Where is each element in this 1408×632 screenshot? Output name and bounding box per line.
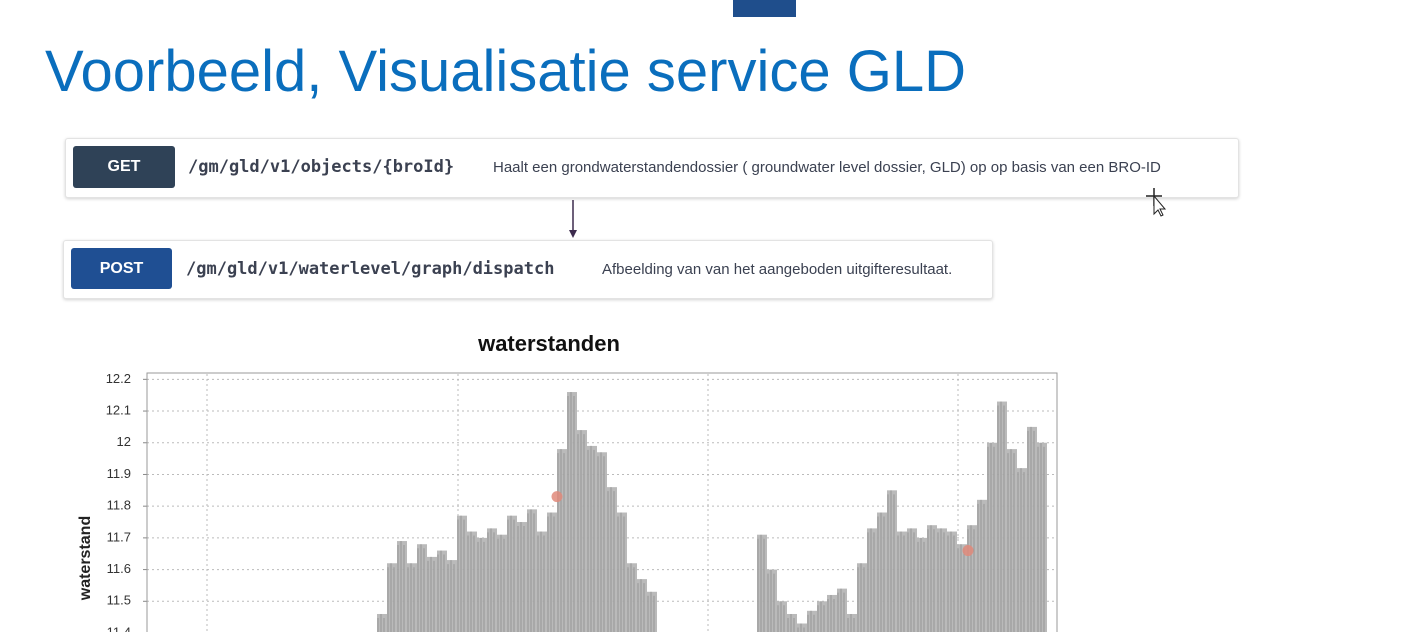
slide-title: Voorbeeld, Visualisatie service GLD xyxy=(45,39,966,104)
chart-title: waterstanden xyxy=(477,331,620,356)
bar xyxy=(647,591,657,632)
bar xyxy=(447,560,457,632)
y-tick-label: 11.6 xyxy=(107,561,131,576)
bar xyxy=(877,512,887,632)
endpoint-post[interactable] xyxy=(63,240,993,299)
bar xyxy=(457,515,467,632)
bar xyxy=(547,512,557,632)
header-tab xyxy=(733,0,796,17)
y-tick-label: 12 xyxy=(117,434,131,449)
bar xyxy=(477,537,487,632)
bar xyxy=(807,610,817,632)
bar xyxy=(817,601,827,632)
bar xyxy=(997,401,1007,632)
bar xyxy=(787,613,797,632)
method-badge[interactable]: POST xyxy=(71,248,172,289)
bar xyxy=(517,522,527,632)
bar xyxy=(437,550,447,632)
bar xyxy=(867,528,877,632)
point xyxy=(551,491,563,503)
bar xyxy=(467,531,477,632)
bar xyxy=(387,563,397,632)
bar xyxy=(827,594,837,632)
bar xyxy=(977,499,987,632)
bar xyxy=(577,430,587,632)
bar xyxy=(927,525,937,632)
bar xyxy=(587,445,597,632)
y-tick-label: 12.1 xyxy=(106,402,131,417)
endpoint-description: Haalt een grondwaterstandendossier ( gro… xyxy=(493,159,1161,176)
bar xyxy=(627,563,637,632)
bar xyxy=(427,556,437,632)
y-tick-label: 11.9 xyxy=(107,466,131,481)
y-tick-label: 11.8 xyxy=(107,498,131,513)
bar xyxy=(1017,468,1027,632)
bar xyxy=(967,525,977,632)
point xyxy=(962,545,974,557)
bar xyxy=(847,613,857,632)
endpoint-path: /gm/gld/v1/waterlevel/graph/dispatch xyxy=(186,259,555,279)
endpoint-description: Afbeelding van van het aangeboden uitgif… xyxy=(602,261,953,278)
y-axis-label: waterstand xyxy=(77,516,94,601)
bar xyxy=(1007,449,1017,632)
bar xyxy=(907,528,917,632)
bar xyxy=(487,528,497,632)
endpoint-path: /gm/gld/v1/objects/{broId} xyxy=(188,157,455,177)
bar xyxy=(857,563,867,632)
bar xyxy=(987,442,997,632)
bar xyxy=(537,531,547,632)
bar xyxy=(767,569,777,632)
bar xyxy=(757,534,767,632)
bar xyxy=(777,601,787,632)
bar xyxy=(377,613,387,632)
bar xyxy=(1037,442,1047,632)
method-badge[interactable]: GET xyxy=(73,146,175,188)
bar xyxy=(887,490,897,632)
bar xyxy=(617,512,627,632)
bar xyxy=(937,528,947,632)
bar xyxy=(527,509,537,632)
bar xyxy=(837,588,847,632)
bar xyxy=(947,531,957,632)
y-tick-label: 12.2 xyxy=(106,371,131,386)
bar xyxy=(797,623,807,632)
bar xyxy=(397,541,407,632)
bar xyxy=(637,579,647,632)
bar xyxy=(897,531,907,632)
bar xyxy=(917,537,927,632)
bar xyxy=(957,544,967,632)
bar xyxy=(597,452,607,632)
bar xyxy=(567,392,577,632)
bar xyxy=(1027,426,1037,632)
bar xyxy=(507,515,517,632)
y-tick-label: 11.5 xyxy=(107,593,131,608)
flow-arrow xyxy=(569,200,577,238)
bar xyxy=(607,487,617,632)
y-tick-label: 11.4 xyxy=(107,624,131,632)
endpoint-get[interactable] xyxy=(65,138,1239,198)
y-tick-label: 11.7 xyxy=(107,529,131,544)
bar xyxy=(417,544,427,632)
bar xyxy=(497,534,507,632)
plot-frame xyxy=(146,372,1058,632)
bar xyxy=(557,449,567,632)
bar xyxy=(407,563,417,632)
cursor xyxy=(1146,188,1167,217)
